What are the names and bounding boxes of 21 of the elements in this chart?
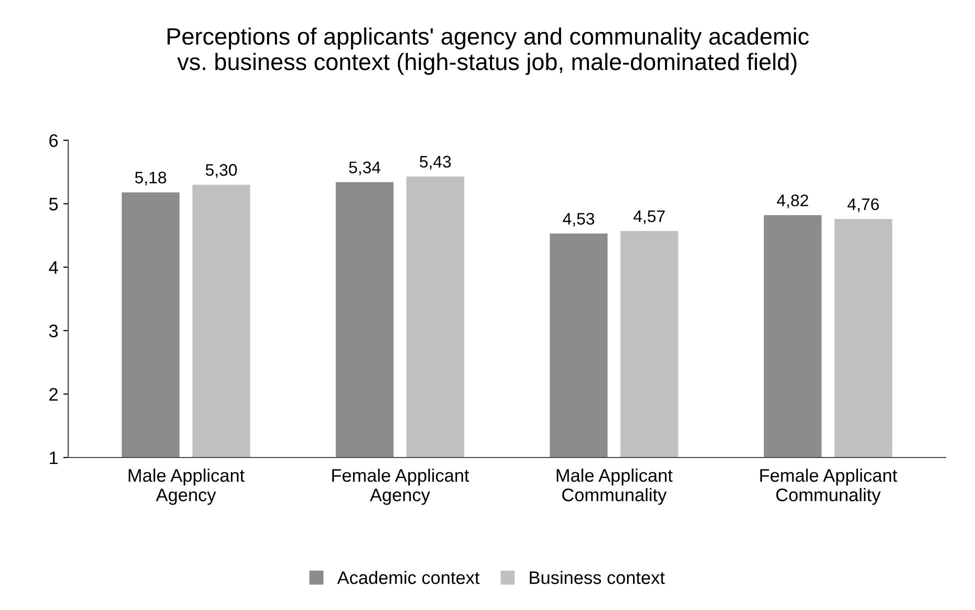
x-tick-label: Female Applicant Agency [332,468,470,505]
data-label: 5,34 [349,162,380,176]
y-tick-label: 1 [50,452,58,464]
data-label: 4,57 [633,210,665,224]
x-tick-label: Female Applicant Communality [760,468,898,505]
y-tick-label: 6 [49,134,58,148]
data-label: 5,30 [206,164,237,178]
x-tick-label: Male Applicant Agency [128,468,245,505]
data-label: 4,82 [776,194,808,208]
data-label: 4,76 [848,198,879,212]
y-tick-label: 2 [49,388,58,401]
legend-label: Academic context [337,570,480,584]
data-label: 5,18 [135,172,166,186]
legend-label: Business context [530,570,665,584]
y-tick-label: 4 [48,261,58,274]
data-label: 4,53 [562,212,594,227]
x-tick-label: Male Applicant Communality [556,468,673,505]
data-label: 5,43 [420,156,451,170]
chart-title: Perceptions of applicants' agency and communality academic vs. business context (high-status job, male-dominated field) [168,27,809,75]
y-tick-label: 5 [49,198,58,210]
y-tick-label: 3 [49,324,58,338]
